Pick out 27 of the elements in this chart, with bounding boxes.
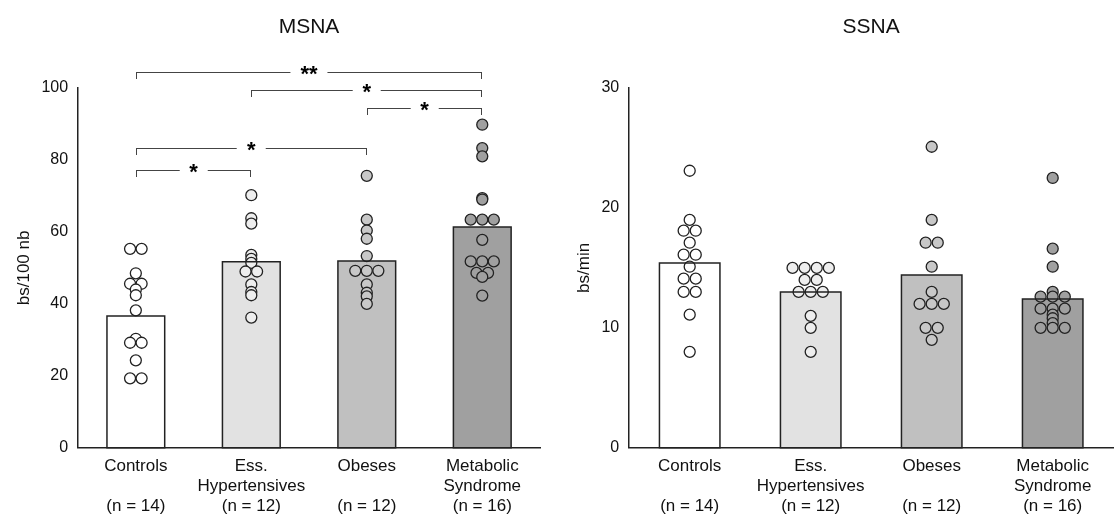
category-label: Controls (n = 14) [104, 455, 168, 516]
category-label: Obeses (n = 12) [337, 455, 397, 516]
text: ** [290, 60, 328, 86]
annotation: * [352, 78, 382, 104]
annotation: * [237, 136, 266, 162]
y-tick-label: 0 [610, 438, 620, 456]
y-tick-label: 80 [50, 150, 69, 168]
y-tick-label: 100 [41, 78, 69, 96]
y-tick-label: 20 [50, 366, 69, 384]
x-tick-label: Ess. Hypertensives (n = 12) [197, 455, 306, 516]
x-tick-label: Ess. Hypertensives (n = 12) [756, 455, 865, 516]
category-label: Obeses (n = 12) [902, 455, 962, 516]
category-label: Controls (n = 14) [658, 455, 722, 516]
annotation: * [179, 158, 208, 184]
chart-title: SSNA [842, 14, 900, 38]
y-tick-label: 30 [601, 78, 620, 96]
y-tick-label: 40 [50, 294, 69, 312]
annotation: * [410, 96, 439, 122]
y-tick-label: 60 [50, 222, 69, 240]
y-tick-label: 20 [601, 198, 620, 216]
y-tick-label: 10 [601, 318, 620, 336]
y-axis-title: bs/100 nb [13, 230, 33, 306]
chart-title: MSNA [278, 14, 340, 38]
x-tick-label: Metabolic Syndrome (n = 16) [443, 455, 521, 516]
y-tick-label: 0 [59, 438, 69, 456]
y-axis-title: bs/min [573, 242, 593, 293]
x-tick-label: Metabolic Syndrome (n = 16) [1013, 455, 1092, 516]
